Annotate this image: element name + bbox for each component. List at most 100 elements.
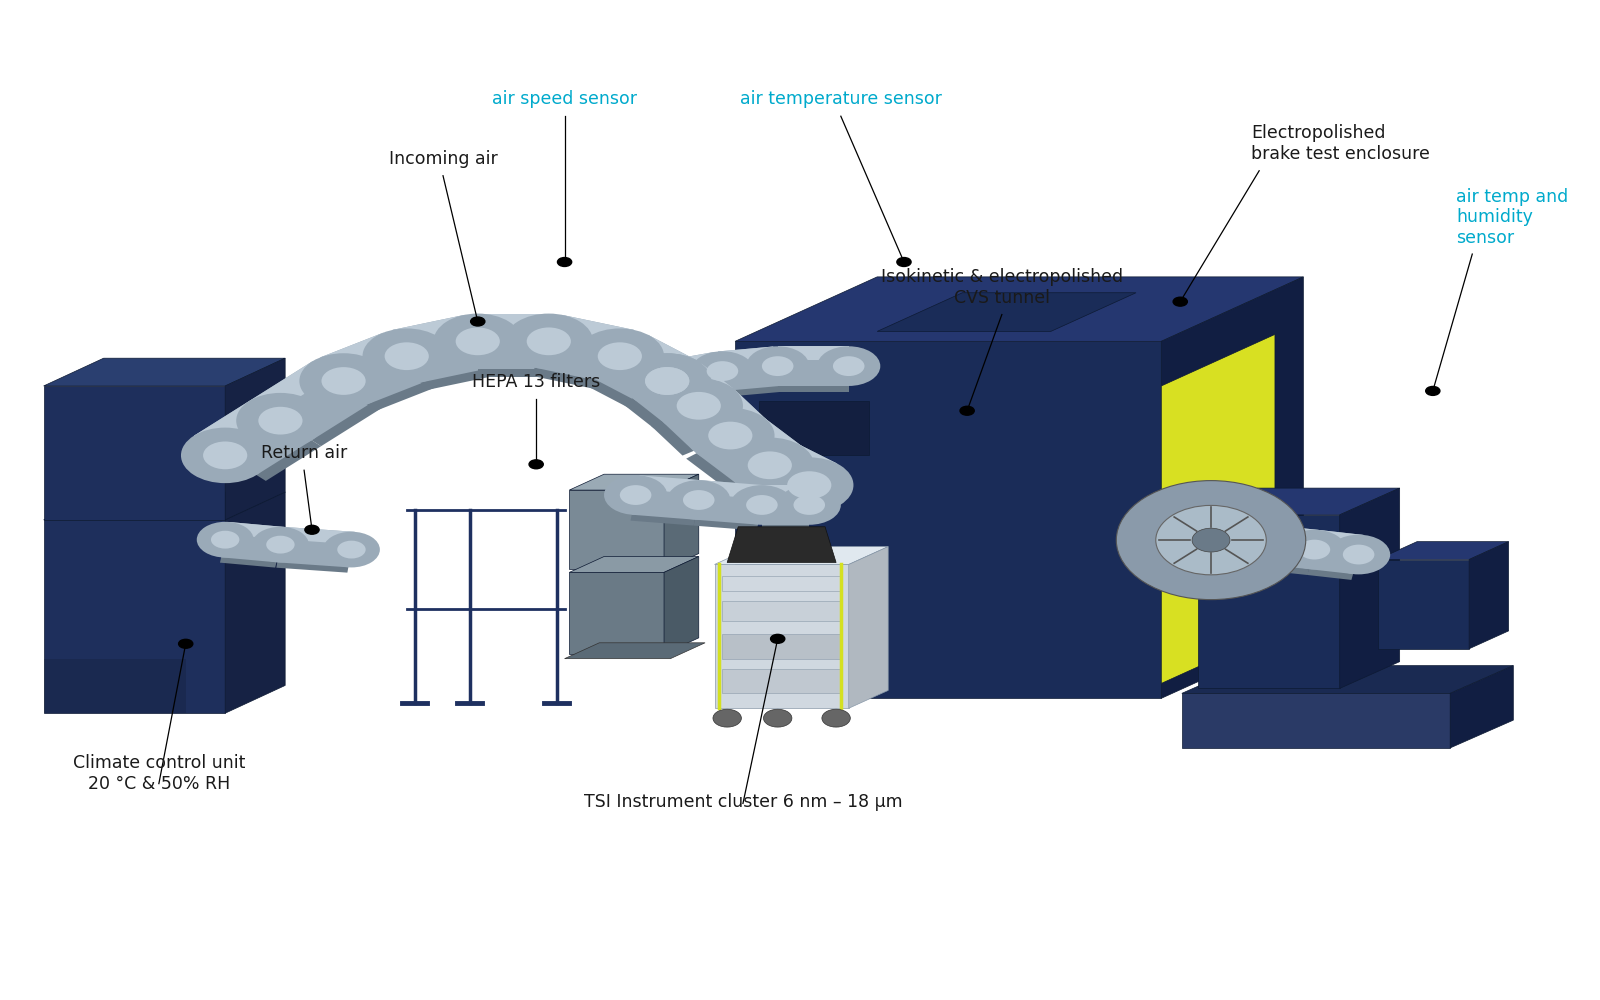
Polygon shape	[582, 358, 664, 409]
Circle shape	[771, 634, 784, 643]
Circle shape	[598, 342, 642, 370]
Polygon shape	[1200, 520, 1270, 564]
Circle shape	[197, 522, 253, 558]
Polygon shape	[778, 368, 848, 392]
Circle shape	[266, 536, 294, 554]
Circle shape	[619, 485, 651, 505]
Polygon shape	[229, 423, 322, 481]
Polygon shape	[570, 490, 664, 569]
Polygon shape	[478, 344, 549, 377]
Polygon shape	[1262, 525, 1320, 569]
Polygon shape	[734, 467, 806, 513]
Polygon shape	[194, 401, 270, 449]
Circle shape	[714, 709, 741, 727]
Circle shape	[1426, 386, 1440, 395]
Circle shape	[794, 495, 826, 515]
Circle shape	[762, 356, 794, 376]
Polygon shape	[226, 522, 285, 539]
Text: TSI Instrument cluster 6 nm – 18 μm: TSI Instrument cluster 6 nm – 18 μm	[584, 793, 902, 811]
Polygon shape	[758, 460, 830, 500]
Circle shape	[707, 361, 738, 381]
Circle shape	[1173, 520, 1235, 560]
Circle shape	[765, 457, 853, 513]
Polygon shape	[718, 346, 776, 365]
Polygon shape	[677, 364, 733, 401]
Polygon shape	[570, 474, 699, 490]
Text: air temperature sensor: air temperature sensor	[739, 90, 942, 108]
Polygon shape	[592, 335, 696, 402]
Circle shape	[1283, 530, 1346, 569]
Circle shape	[557, 258, 571, 266]
Polygon shape	[762, 485, 810, 499]
Polygon shape	[1182, 666, 1514, 693]
Text: Electropolished
brake test enclosure: Electropolished brake test enclosure	[1251, 124, 1430, 163]
Circle shape	[651, 371, 683, 391]
Circle shape	[645, 367, 690, 395]
Polygon shape	[664, 557, 699, 654]
Text: air temp and
humidity
sensor: air temp and humidity sensor	[1456, 188, 1568, 247]
Polygon shape	[694, 502, 762, 531]
Circle shape	[576, 328, 664, 384]
Circle shape	[645, 367, 690, 395]
Circle shape	[1117, 481, 1306, 600]
Polygon shape	[699, 480, 766, 499]
Circle shape	[686, 408, 774, 463]
Polygon shape	[250, 361, 374, 440]
Polygon shape	[43, 386, 226, 520]
Circle shape	[763, 709, 792, 727]
Circle shape	[778, 485, 842, 525]
Polygon shape	[762, 507, 810, 531]
Text: Climate control unit
20 °C & 50% RH: Climate control unit 20 °C & 50% RH	[72, 754, 245, 793]
Circle shape	[179, 639, 194, 648]
Circle shape	[504, 314, 594, 369]
Polygon shape	[1198, 515, 1339, 688]
Polygon shape	[696, 418, 803, 483]
Polygon shape	[778, 346, 848, 360]
Polygon shape	[1162, 277, 1304, 698]
Circle shape	[622, 353, 712, 409]
Polygon shape	[194, 401, 312, 475]
Polygon shape	[392, 315, 474, 348]
Circle shape	[530, 460, 544, 469]
Circle shape	[898, 258, 910, 266]
Polygon shape	[43, 659, 186, 713]
Circle shape	[834, 356, 864, 376]
Circle shape	[306, 525, 318, 534]
Polygon shape	[226, 358, 285, 520]
Circle shape	[709, 422, 752, 449]
Polygon shape	[723, 576, 842, 591]
Polygon shape	[741, 418, 803, 460]
Circle shape	[322, 367, 366, 395]
Polygon shape	[43, 492, 285, 520]
Polygon shape	[320, 333, 430, 405]
Text: Incoming air: Incoming air	[389, 150, 498, 168]
Circle shape	[299, 353, 387, 409]
Polygon shape	[43, 358, 285, 386]
Circle shape	[470, 317, 485, 326]
Polygon shape	[742, 444, 837, 507]
Polygon shape	[723, 368, 784, 397]
Text: Isokinetic & electropolished
CVS tunnel: Isokinetic & electropolished CVS tunnel	[880, 268, 1123, 307]
Circle shape	[434, 314, 522, 369]
Polygon shape	[669, 373, 734, 406]
Polygon shape	[1378, 560, 1469, 649]
Polygon shape	[1198, 542, 1267, 570]
Polygon shape	[250, 361, 334, 415]
Circle shape	[822, 709, 850, 727]
Polygon shape	[694, 480, 766, 525]
Circle shape	[683, 490, 715, 510]
Polygon shape	[723, 601, 842, 621]
Text: air speed sensor: air speed sensor	[493, 90, 637, 108]
Polygon shape	[622, 383, 696, 428]
Polygon shape	[570, 572, 664, 654]
Polygon shape	[282, 527, 355, 544]
Text: HEPA 13 filters: HEPA 13 filters	[472, 373, 600, 391]
Polygon shape	[632, 364, 733, 423]
Polygon shape	[478, 314, 549, 369]
Polygon shape	[1378, 542, 1509, 560]
Circle shape	[1173, 297, 1187, 306]
Text: Return air: Return air	[261, 444, 347, 462]
Polygon shape	[637, 475, 702, 494]
Polygon shape	[1307, 552, 1358, 580]
Polygon shape	[1261, 547, 1314, 575]
